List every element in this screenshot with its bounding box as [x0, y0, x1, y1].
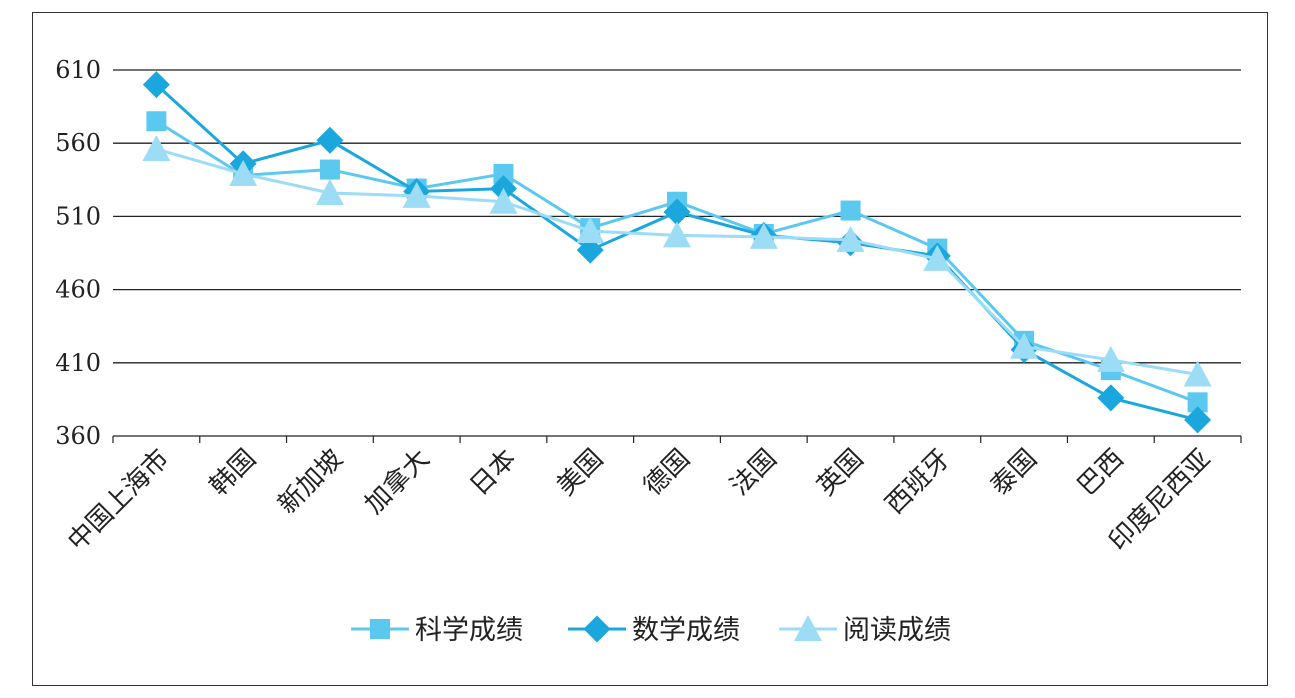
data-point: [749, 222, 778, 249]
y-tick-label: 560: [55, 129, 101, 157]
legend: 科学成绩 数学成绩 阅读成绩: [351, 615, 951, 646]
data-point: [923, 244, 952, 271]
data-point: [146, 111, 167, 132]
series-line: [155, 83, 1198, 422]
data-point: [316, 126, 344, 154]
line-chart: 610 560 510 460 410 360 中国上海市 韩国 新加坡 加拿大 日本 美国 德国 法国…: [55, 56, 1242, 646]
data-point: [1187, 392, 1208, 413]
chart-frame: 610 560 510 460 410 360 中国上海市 韩国 新加坡 加拿大 日本 美国 德国 法国…: [32, 12, 1268, 686]
legend-item: 阅读成绩: [779, 615, 951, 646]
data-point: [1183, 360, 1212, 387]
x-category-label: 中国上海市: [62, 444, 175, 557]
data-point: [315, 178, 344, 205]
x-category-label: 西班牙: [880, 444, 956, 520]
series-2: [142, 71, 1212, 434]
data-point: [142, 135, 171, 162]
data-point: [229, 159, 258, 186]
data-point: [493, 163, 514, 184]
x-category-label: 新加坡: [272, 444, 348, 520]
legend-item: 科学成绩: [351, 615, 523, 646]
x-category-label: 韩国: [204, 444, 262, 502]
data-point: [840, 200, 861, 221]
legend-marker: [583, 615, 611, 643]
data-point: [1184, 406, 1212, 434]
y-tick-label: 510: [55, 202, 101, 230]
data-point: [142, 71, 170, 99]
x-category-label: 美国: [551, 444, 609, 502]
legend-label: 数学成绩: [632, 615, 740, 646]
x-category-label: 日本: [464, 444, 522, 502]
data-point: [402, 181, 431, 208]
x-category-label: 加拿大: [359, 444, 435, 520]
legend-item: 数学成绩: [568, 615, 740, 646]
data-point: [836, 225, 865, 252]
legend-marker: [794, 615, 822, 641]
data-point: [1010, 332, 1039, 359]
x-category-label: 英国: [811, 444, 869, 502]
data-point: [1096, 345, 1125, 372]
series-1: [146, 111, 1208, 413]
data-point: [663, 198, 691, 226]
y-axis-tick-labels: 610 560 510 460 410 360: [55, 56, 101, 450]
data-point: [663, 221, 691, 248]
y-tick-label: 360: [55, 422, 101, 450]
legend-label: 科学成绩: [415, 615, 523, 646]
data-point: [319, 159, 340, 180]
data-point: [576, 217, 605, 244]
series-line: [155, 147, 1198, 376]
x-category-label: 法国: [725, 444, 783, 502]
series-3: [142, 135, 1212, 387]
x-category-label: 巴西: [1072, 444, 1130, 502]
x-category-label: 德国: [638, 444, 696, 502]
y-tick-label: 460: [55, 276, 101, 304]
data-point: [489, 187, 518, 214]
y-tick-label: 410: [55, 349, 101, 377]
data-point: [1097, 384, 1125, 412]
data-point: [576, 236, 604, 264]
legend-label: 阅读成绩: [843, 615, 951, 646]
legend-marker: [370, 619, 390, 639]
series-layer: [142, 71, 1212, 434]
y-tick-label: 610: [55, 56, 101, 84]
x-category-label: 泰国: [985, 444, 1043, 502]
